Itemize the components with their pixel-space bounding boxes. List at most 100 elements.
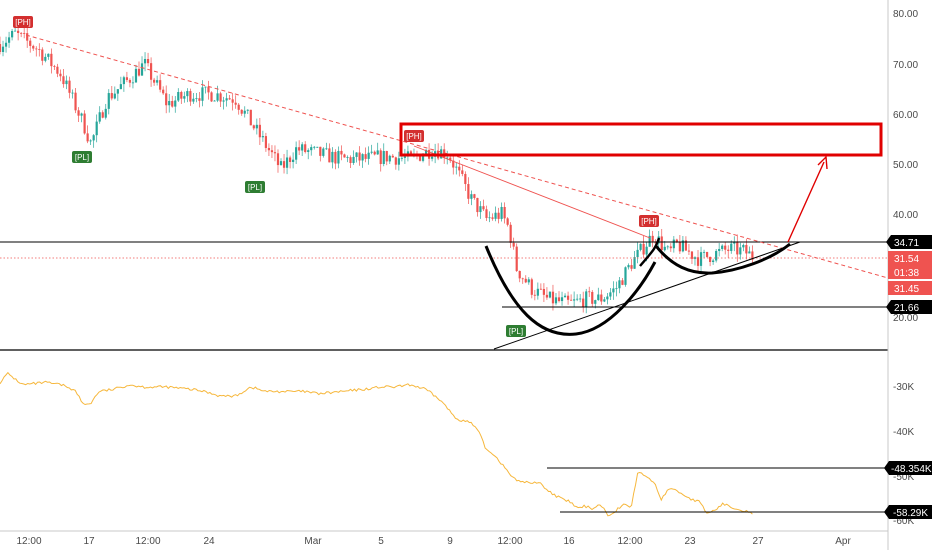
candle-down — [237, 104, 240, 110]
second-price-tag[interactable]: 31.45 — [888, 281, 932, 295]
countdown-tag[interactable]: 01:38 — [888, 265, 932, 279]
candle-down — [159, 80, 162, 90]
time-label: 16 — [563, 536, 575, 547]
candle-up — [225, 98, 228, 101]
candle-down — [687, 250, 691, 252]
candle-up — [579, 298, 582, 300]
candle-up — [733, 242, 736, 244]
pivot-connector-line[interactable] — [413, 145, 651, 239]
candle-up — [7, 37, 11, 43]
cup-lip-curve[interactable] — [639, 237, 661, 267]
pivot-high-marker[interactable]: [PH] — [404, 130, 424, 142]
candle-down — [461, 170, 464, 174]
candle-up — [748, 251, 751, 254]
candle-up — [261, 136, 264, 138]
candle-down — [503, 206, 506, 219]
candle-down — [491, 217, 494, 219]
candle-down — [29, 40, 32, 46]
candle-up — [681, 240, 685, 252]
candle-down — [464, 173, 467, 185]
indicator-axis[interactable]: -30K -40K -50K -60K — [893, 382, 914, 527]
pivot-low-marker[interactable]: [PL] — [245, 181, 265, 193]
candle-up — [204, 86, 207, 88]
candle-down — [340, 150, 343, 155]
indicator-tick: -40K — [893, 427, 914, 438]
last-price-tag[interactable]: 31.54 — [888, 251, 932, 265]
price-axis[interactable]: 80.00 70.00 60.00 50.00 40.00 20.00 — [893, 9, 918, 324]
candle-up — [718, 248, 721, 251]
candle-down — [533, 294, 536, 296]
handle-curve[interactable] — [654, 242, 791, 275]
breakout-arrow[interactable] — [787, 161, 825, 243]
candle-up — [672, 239, 675, 249]
candle-up — [367, 152, 370, 159]
candle-up — [715, 250, 718, 261]
descending-trendline[interactable] — [25, 34, 889, 279]
candle-up — [143, 58, 147, 64]
price-tick: 40.00 — [893, 210, 918, 221]
candle-down — [162, 89, 165, 94]
indicator-upper-tag[interactable]: -48.354K — [884, 461, 932, 475]
candle-up — [573, 299, 576, 301]
candle-down — [35, 48, 38, 50]
support-price-tag[interactable]: 21.66 — [886, 300, 932, 314]
candle-down — [684, 240, 688, 251]
candle-up — [488, 217, 491, 219]
candle-down — [394, 157, 397, 165]
pivot-low-marker[interactable]: [PL] — [506, 325, 526, 337]
candle-up — [597, 294, 600, 301]
pivot-high-marker[interactable]: [PH] — [13, 16, 33, 28]
candle-up — [702, 251, 706, 253]
candle-down — [328, 148, 331, 163]
oscillator-line — [0, 371, 753, 517]
candle-down — [207, 86, 210, 93]
candle-up — [666, 246, 669, 248]
candle-up — [455, 166, 458, 168]
candle-up — [742, 244, 745, 248]
candle-up — [585, 291, 588, 308]
candle-down — [53, 66, 56, 67]
candle-down — [219, 93, 222, 102]
indicator-tick: -60K — [893, 516, 914, 527]
svg-text:[PL]: [PL] — [75, 153, 89, 162]
volume-oscillator-series — [0, 371, 753, 517]
candle-down — [751, 251, 754, 260]
pivot-low-marker[interactable]: [PL] — [72, 151, 92, 163]
candle-up — [639, 243, 642, 250]
candle-up — [730, 243, 733, 251]
indicator-lower-tag[interactable]: -58.29K — [884, 505, 932, 519]
candle-up — [168, 100, 171, 106]
candle-up — [216, 93, 219, 101]
candle-down — [110, 93, 113, 99]
time-axis[interactable]: 12:00 17 12:00 24 Mar 5 9 12:00 16 12:00… — [16, 536, 851, 547]
candle-up — [186, 91, 189, 97]
candle-down — [621, 280, 624, 285]
candle-up — [307, 150, 310, 152]
candle-up — [156, 80, 159, 83]
candle-up — [479, 206, 482, 213]
time-label: 12:00 — [497, 536, 522, 547]
candle-down — [228, 98, 231, 100]
candle-down — [349, 157, 352, 163]
candle-up — [446, 157, 449, 159]
candle-up — [397, 158, 400, 165]
cup-curve[interactable] — [484, 245, 657, 336]
candle-up — [71, 92, 74, 94]
target-zone-box[interactable] — [399, 122, 883, 157]
candle-up — [325, 148, 328, 150]
candle-down — [198, 98, 201, 101]
candle-down — [696, 257, 700, 266]
candle-up — [424, 149, 428, 156]
candle-down — [582, 298, 585, 308]
pivot-high-marker[interactable]: [PH] — [639, 215, 659, 227]
time-label: 12:00 — [135, 536, 160, 547]
candle-up — [44, 56, 47, 61]
candle-down — [41, 49, 44, 61]
candle-up — [346, 157, 349, 158]
resistance-price-tag[interactable]: 34.71 — [886, 235, 932, 249]
candle-up — [603, 299, 606, 302]
rising-trendline[interactable] — [493, 241, 801, 350]
candle-up — [113, 93, 116, 99]
candle-up — [316, 146, 319, 148]
